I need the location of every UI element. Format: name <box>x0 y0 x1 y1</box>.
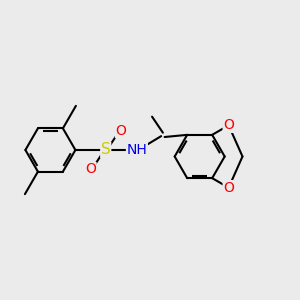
Text: O: O <box>85 163 96 176</box>
Text: S: S <box>101 142 111 158</box>
Text: O: O <box>223 181 234 195</box>
Text: NH: NH <box>127 143 147 157</box>
Text: O: O <box>223 118 234 132</box>
Text: O: O <box>116 124 126 137</box>
